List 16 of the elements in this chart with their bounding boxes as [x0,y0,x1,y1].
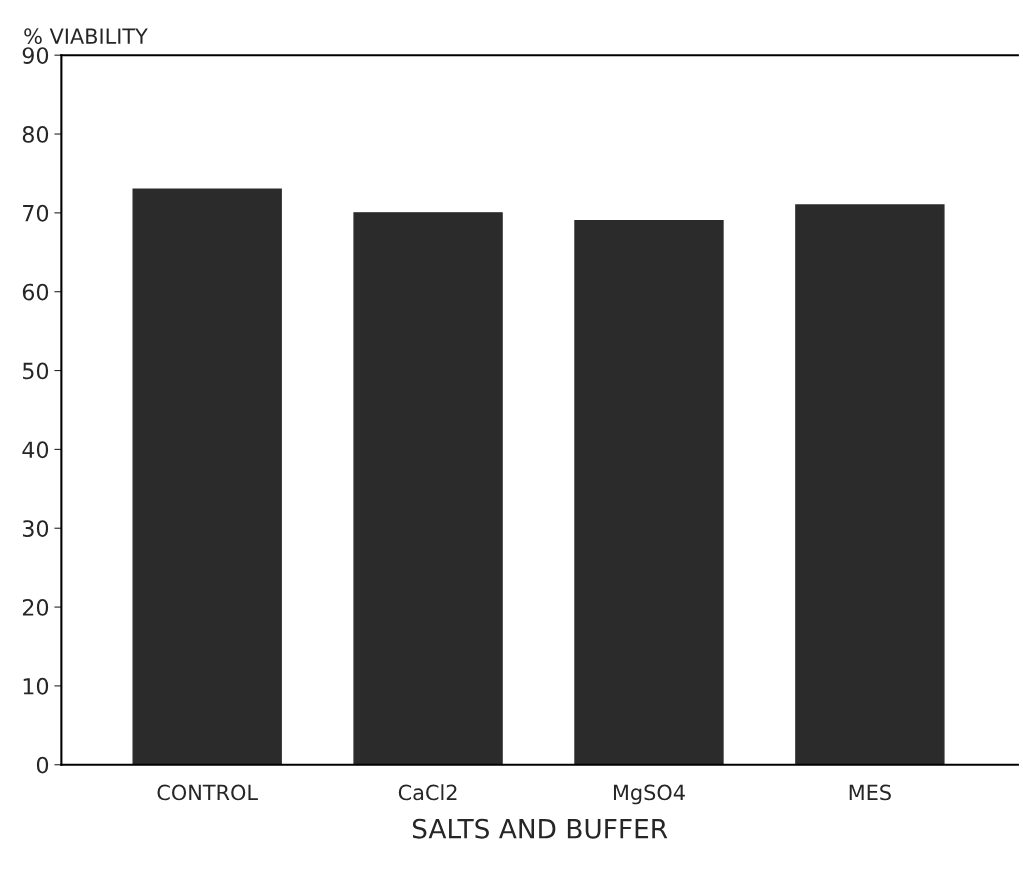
y-tick-label: 10 [23,677,49,695]
y-tick-label: 60 [22,283,49,301]
x-axis-title: SALTS AND BUFFER [412,818,668,839]
y-tick-label: 30 [22,520,49,537]
x-tick-label: MgSO4 [613,784,685,805]
y-tick-label: 80 [22,125,49,143]
y-tick-label: 40 [22,441,49,459]
y-tick-label: 70 [23,204,49,222]
y-axis-title: % VIABILITY [24,28,148,45]
y-tick-label: 20 [22,599,49,616]
y-tick-label: 90 [22,47,49,64]
x-tick-label: CONTROL [157,784,258,801]
x-tick-label: MES [849,784,891,801]
x-tick-label: CaCl2 [398,784,457,801]
y-tick-label: 50 [23,362,49,380]
y-tick-label: 0 [36,756,49,774]
